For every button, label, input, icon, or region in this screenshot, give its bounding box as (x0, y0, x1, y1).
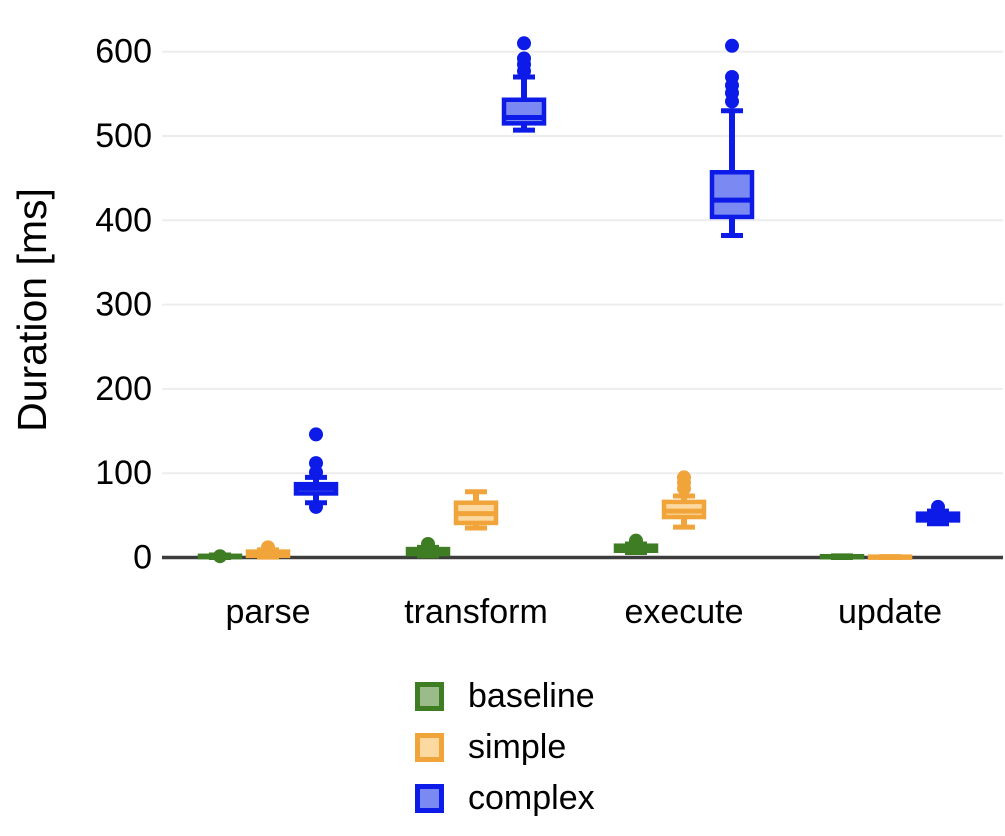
outlier-dot (309, 499, 323, 514)
box-execute-baseline (613, 533, 659, 555)
outlier-dot (629, 533, 643, 548)
outlier-dot (261, 540, 275, 555)
outlier-dot (213, 549, 227, 564)
legend-swatch-baseline (415, 681, 444, 711)
outlier-dot (309, 456, 323, 471)
legend-item-complex: complex (415, 779, 595, 817)
x-tick-label-transform: transform (404, 593, 548, 631)
box-parse-complex (293, 427, 339, 514)
box-execute-complex (709, 38, 755, 238)
outlier-dot (725, 69, 739, 84)
y-tick-label-0: 0 (133, 539, 152, 577)
outlier-dot (931, 499, 945, 514)
iqr-box (709, 169, 755, 220)
outlier-dot (725, 38, 739, 53)
box-transform-baseline (405, 537, 451, 559)
box-transform-simple (453, 489, 499, 531)
legend-item-simple: simple (415, 728, 595, 766)
legend-label-simple: simple (468, 728, 567, 766)
boxplot-chart: 0 100 200 300 400 500 600 parse transform execut… (9, 33, 1003, 631)
box-parse-baseline (197, 549, 243, 564)
outlier-dot (517, 51, 531, 66)
legend-swatch-complex (415, 783, 444, 813)
y-tick-label-600: 600 (95, 33, 152, 71)
y-tick-labels: 0 100 200 300 400 500 600 (95, 33, 152, 577)
box-layer (197, 36, 961, 564)
gridlines (162, 50, 1003, 475)
outlier-dot (309, 427, 323, 442)
box-update-baseline (819, 553, 865, 560)
x-tick-label-execute: execute (624, 593, 743, 631)
legend: baseline simple complex (415, 677, 595, 834)
y-tick-label-400: 400 (95, 201, 152, 239)
outlier-dot (677, 470, 691, 485)
x-tick-label-parse: parse (225, 593, 310, 631)
legend-swatch-simple (415, 732, 444, 762)
outlier-dot (517, 36, 531, 51)
y-tick-label-200: 200 (95, 370, 152, 408)
y-tick-label-100: 100 (95, 454, 152, 492)
y-tick-label-300: 300 (95, 286, 152, 324)
box-update-simple (867, 554, 913, 560)
legend-item-baseline: baseline (415, 677, 595, 715)
legend-label-complex: complex (468, 779, 595, 817)
legend-label-baseline: baseline (468, 677, 595, 715)
x-tick-label-update: update (838, 593, 942, 631)
y-axis-title: Duration [ms] (9, 188, 55, 432)
box-parse-simple (245, 540, 291, 560)
y-tick-label-500: 500 (95, 117, 152, 155)
box-execute-simple (661, 470, 707, 530)
box-update-complex (915, 499, 961, 527)
box-transform-complex (501, 36, 547, 133)
outlier-dot (421, 537, 435, 552)
x-tick-labels: parse transform execute update (225, 593, 942, 631)
